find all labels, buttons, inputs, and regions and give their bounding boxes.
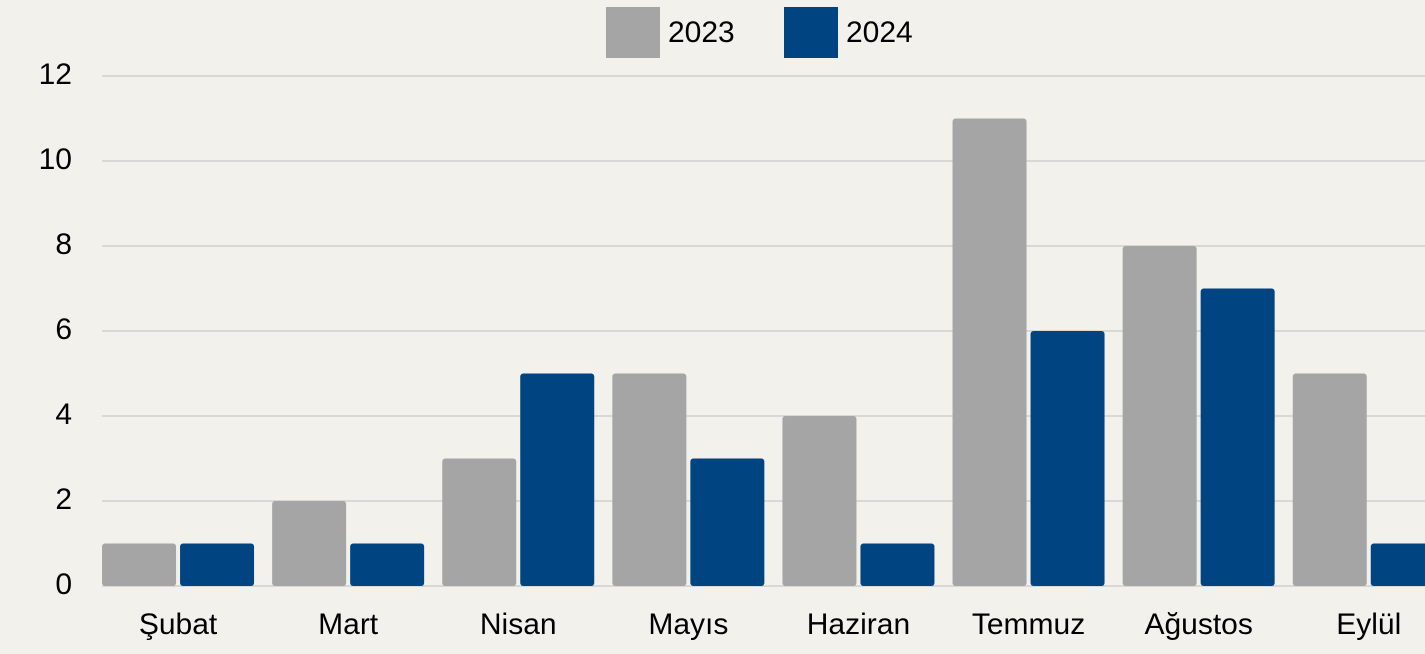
- bar: [860, 543, 935, 586]
- y-tick-label: 2: [55, 483, 72, 516]
- bar: [1030, 331, 1105, 586]
- bar: [180, 543, 255, 586]
- x-tick-label: Nisan: [480, 608, 557, 641]
- x-tick-label: Mart: [318, 608, 379, 641]
- y-tick-label: 6: [55, 313, 72, 346]
- y-tick-label: 4: [55, 398, 72, 431]
- y-tick-label: 12: [39, 58, 72, 91]
- legend-label: 2023: [668, 16, 735, 49]
- bar: [690, 458, 765, 586]
- bar: [612, 373, 687, 586]
- x-tick-label: Şubat: [139, 608, 218, 641]
- bar: [1122, 246, 1197, 586]
- bar: [350, 543, 425, 586]
- bar: [102, 543, 177, 586]
- bar: [1292, 373, 1367, 586]
- bar: [952, 118, 1027, 586]
- x-tick-label: Mayıs: [648, 608, 728, 641]
- legend-swatch: [784, 7, 838, 58]
- x-tick-label: Temmuz: [972, 608, 1085, 641]
- bar: [782, 416, 857, 586]
- legend-label: 2024: [846, 16, 913, 49]
- bar: [1370, 543, 1425, 586]
- y-tick-label: 8: [55, 228, 72, 261]
- bar: [520, 373, 595, 586]
- bar: [272, 501, 347, 586]
- x-tick-label: Haziran: [807, 608, 910, 641]
- y-tick-label: 0: [55, 568, 72, 601]
- legend-swatch: [606, 7, 660, 58]
- bar: [442, 458, 517, 586]
- x-tick-label: Eylül: [1336, 608, 1401, 641]
- bar: [1200, 288, 1275, 586]
- y-tick-label: 10: [39, 143, 72, 176]
- x-tick-label: Ağustos: [1144, 608, 1252, 641]
